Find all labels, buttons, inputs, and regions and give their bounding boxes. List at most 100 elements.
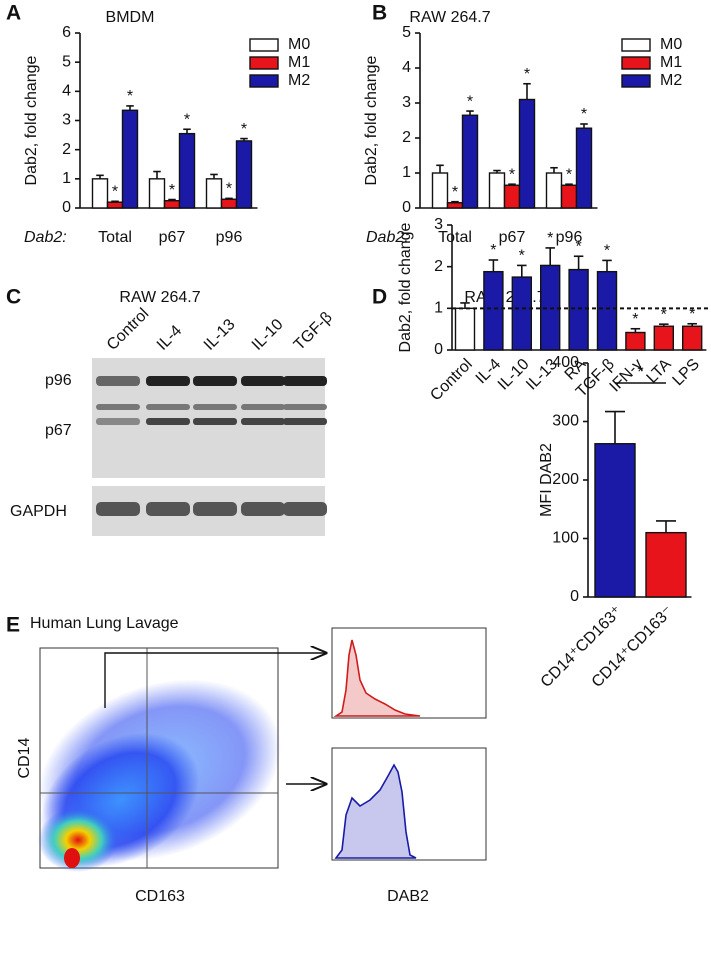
bar [163,200,181,209]
bar [518,98,536,209]
band [96,502,140,516]
significance-marker: * [467,93,473,110]
band-label: p96 [45,372,72,389]
bar [488,172,506,209]
panel-title: RAW 264.7 [119,289,200,306]
band [241,502,285,516]
band [241,376,285,386]
significance-marker: * [604,243,610,260]
y-tick-label: 6 [62,24,71,41]
y-tick-label: 0 [570,588,579,605]
band [241,404,285,410]
legend-swatch [249,74,279,88]
bar [461,114,479,209]
lane-label: IL-10 [249,316,287,354]
band [283,418,327,425]
bar [575,127,593,209]
density-core [64,848,80,868]
significance-marker: * [519,248,525,265]
x-tick-label: LTA [644,356,675,387]
y-axis-label: Dab2, fold change [363,55,380,185]
x-tick-label: Total [438,229,472,246]
band [146,418,190,425]
bar [454,307,476,351]
legend-swatch [621,38,651,52]
panel-letter: B [372,2,387,25]
y-tick-label: 0 [402,199,411,216]
bar [483,270,504,351]
significance-marker: * [689,306,695,323]
density-core [38,808,118,872]
band [146,404,190,410]
y-tick-label: 4 [402,59,411,76]
bar [568,268,589,351]
x-tick-label: p67 [159,229,186,246]
y-tick-label: 3 [434,216,443,233]
chart-title: RAW 264.7 [409,9,490,26]
lane-label: Control [104,305,153,354]
bar [545,172,563,209]
bar [503,184,521,209]
gate-arrow [104,653,326,708]
significance-marker: * [226,181,232,198]
bar [235,140,253,209]
band [96,404,140,410]
lane-label: TGF-β [291,309,336,354]
bar [560,184,578,209]
y-tick-label: 400 [552,354,579,371]
band [193,502,237,516]
significance-marker: * [566,166,572,183]
category-prefix: Dab2: [366,229,409,246]
panel-letter: C [6,286,21,309]
band [96,376,140,386]
band [193,404,237,410]
y-tick-label: 1 [402,164,411,181]
y-tick-label: 0 [434,341,443,358]
significance-marker: * [547,230,553,247]
x-tick-label: p67 [499,229,526,246]
bar [625,331,646,351]
band [146,376,190,386]
panel-title: Human Lung Lavage [30,615,179,632]
significance-marker: * [169,182,175,199]
x-tick-label: Total [98,229,132,246]
bar [653,325,674,351]
y-tick-label: 2 [62,141,71,158]
band [193,376,237,386]
bar [121,109,139,209]
axis-label: CD14 [16,737,33,778]
band-label: GAPDH [10,503,67,520]
panel-letter: A [6,2,21,25]
lane-label: IL-13 [201,316,239,354]
bar [220,198,238,209]
y-tick-label: 3 [402,94,411,111]
category-prefix: Dab2: [24,229,67,246]
histogram [334,763,417,859]
y-axis-label: MFI DAB2 [538,443,555,517]
y-tick-label: 1 [62,170,71,187]
band-label: p67 [45,422,72,439]
x-tick-label: p96 [216,229,243,246]
x-tick-label: Control [427,356,476,405]
x-tick-label: p96 [556,229,583,246]
band [283,376,327,386]
y-tick-label: 0 [62,199,71,216]
y-tick-label: 5 [402,24,411,41]
band [241,418,285,425]
y-tick-label: 100 [552,530,579,547]
legend-label: M1 [660,54,682,71]
lane-label: IL-4 [154,322,186,354]
blot-bands [96,376,327,516]
legend-swatch [621,74,651,88]
significance-marker: * [184,111,190,128]
lane-labels: Control IL-4 IL-13 IL-10 TGF-β [104,305,336,354]
y-axis-label: Dab2, fold change [397,222,414,352]
bar [682,325,703,351]
y-tick-label: 2 [434,258,443,275]
y-tick-label: 3 [62,112,71,129]
legend-label: M2 [288,72,310,89]
significance-marker: * [452,184,458,201]
bar [106,201,124,209]
significance-marker: * [241,121,247,138]
